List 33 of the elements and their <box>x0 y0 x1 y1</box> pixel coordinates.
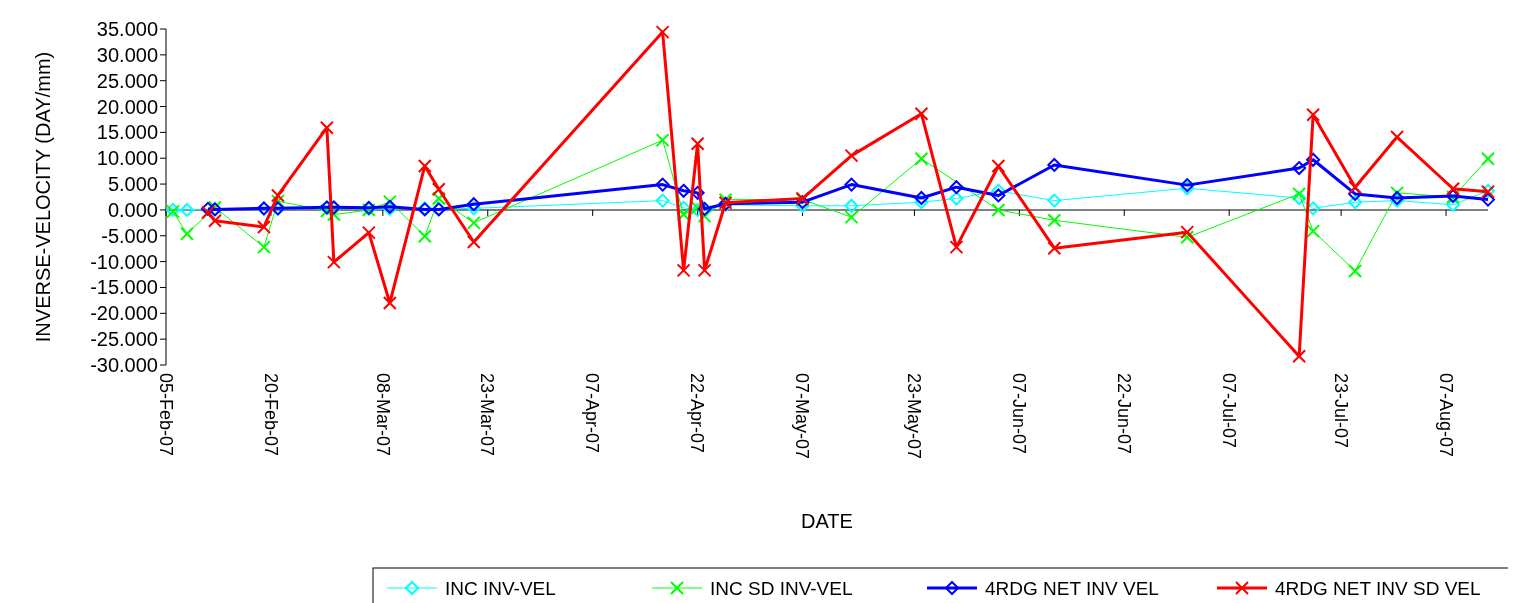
x-tick-label: 05-Feb-07 <box>155 373 176 457</box>
x-axis-title: DATE <box>801 510 853 532</box>
y-tick-label: -20.000 <box>90 302 158 325</box>
x-tick-label: 07-Jul-07 <box>1218 373 1239 449</box>
x-tick-label: 22-Apr-07 <box>687 373 708 454</box>
legend-label: 4RDG NET INV SD VEL <box>1275 577 1481 599</box>
y-tick-label: -5.000 <box>101 224 158 247</box>
legend-label: INC SD INV-VEL <box>710 577 853 599</box>
y-tick-label: -30.000 <box>90 354 158 376</box>
y-tick-label: -15.000 <box>90 276 158 299</box>
y-tick-label: 10.000 <box>96 147 158 170</box>
y-tick-label: -10.000 <box>90 250 158 273</box>
y-tick-label: 5.000 <box>107 173 158 196</box>
x-tick-label: 20-Feb-07 <box>260 373 281 457</box>
x-tick-label: 22-Jun-07 <box>1113 373 1134 455</box>
y-tick-label: 15.000 <box>96 121 158 144</box>
legend-label: 4RDG NET INV VEL <box>985 577 1159 599</box>
x-tick-label: 07-Aug-07 <box>1435 373 1456 458</box>
x-tick-label: 07-Jun-07 <box>1009 373 1030 455</box>
y-tick-label: 20.000 <box>96 95 158 118</box>
y-tick-label: -25.000 <box>90 328 158 351</box>
x-tick-label: 07-May-07 <box>792 373 813 460</box>
y-tick-label: 0.000 <box>107 198 158 221</box>
x-tick-label: 07-Apr-07 <box>582 373 603 454</box>
x-tick-label: 23-Jul-07 <box>1330 373 1351 449</box>
x-tick-label: 23-Mar-07 <box>477 373 498 457</box>
x-tick-label: 08-Mar-07 <box>372 373 393 457</box>
x-tick-label: 23-May-07 <box>904 373 925 460</box>
y-tick-label: 30.000 <box>96 43 158 66</box>
y-tick-label: 25.000 <box>96 69 158 92</box>
y-axis-title: INVERSE-VELOCITY (DAY/mm) <box>32 51 54 343</box>
y-tick-label: 35.000 <box>96 18 158 40</box>
legend-label: INC INV-VEL <box>445 577 556 599</box>
